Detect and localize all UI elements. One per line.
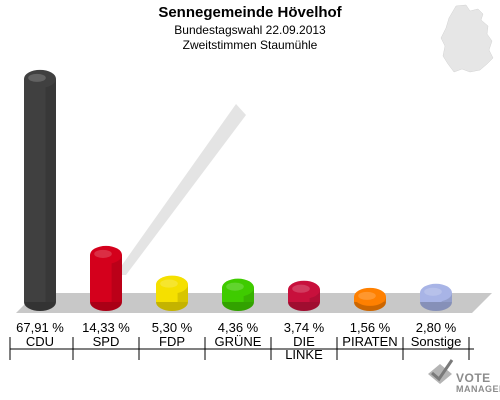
value-label: 67,91 %	[16, 320, 64, 335]
bar-sonstige	[420, 283, 452, 311]
value-label: 4,36 %	[218, 320, 259, 335]
category-label: CDU	[26, 334, 54, 349]
value-label: 14,33 %	[82, 320, 130, 335]
value-label: 3,74 %	[284, 320, 325, 335]
chart-title: Sennegemeinde Hövelhof	[158, 4, 342, 21]
category-label: GRÜNE	[215, 334, 262, 349]
bar-fdp	[156, 275, 188, 311]
logo-vote: VOTE	[456, 371, 491, 385]
category-label: FDP	[159, 334, 185, 349]
category-label: LINKE	[285, 347, 323, 362]
bar-piraten	[354, 287, 386, 311]
category-label: SPD	[93, 334, 120, 349]
bars-layer	[24, 69, 452, 311]
bar-die-linke	[288, 280, 320, 311]
bar-gr-ne	[222, 278, 254, 311]
value-label: 5,30 %	[152, 320, 193, 335]
bar-spd	[90, 245, 122, 311]
value-label: 2,80 %	[416, 320, 457, 335]
chart-subtitle-2: Zweitstimmen Staumühle	[182, 38, 318, 52]
bar-cdu	[24, 69, 56, 311]
category-label: DIE	[293, 334, 315, 349]
vote-manager-logo-icon	[428, 359, 454, 384]
germany-map-icon	[440, 4, 494, 73]
logo-manager: MANAGER	[456, 384, 500, 394]
category-label: PIRATEN	[342, 334, 397, 349]
labels-layer: 67,91 %CDU 14,33 %SPD 5,30 %FDP 4,36 %GRÜNE…	[9, 320, 470, 362]
chart-subtitle: Bundestagswahl 22.09.2013	[174, 23, 326, 37]
background-wedge	[115, 104, 246, 275]
value-label: 1,56 %	[350, 320, 391, 335]
category-label: Sonstige	[411, 334, 462, 349]
